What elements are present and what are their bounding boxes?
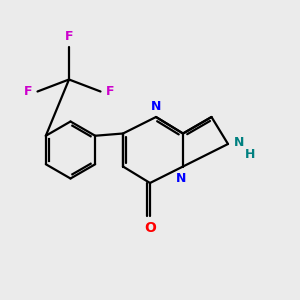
Text: N: N xyxy=(176,172,187,185)
Text: F: F xyxy=(106,85,114,98)
Text: N: N xyxy=(234,136,244,149)
Text: F: F xyxy=(65,30,74,43)
Text: H: H xyxy=(244,148,255,161)
Text: F: F xyxy=(24,85,32,98)
Text: O: O xyxy=(144,220,156,235)
Text: N: N xyxy=(151,100,161,112)
